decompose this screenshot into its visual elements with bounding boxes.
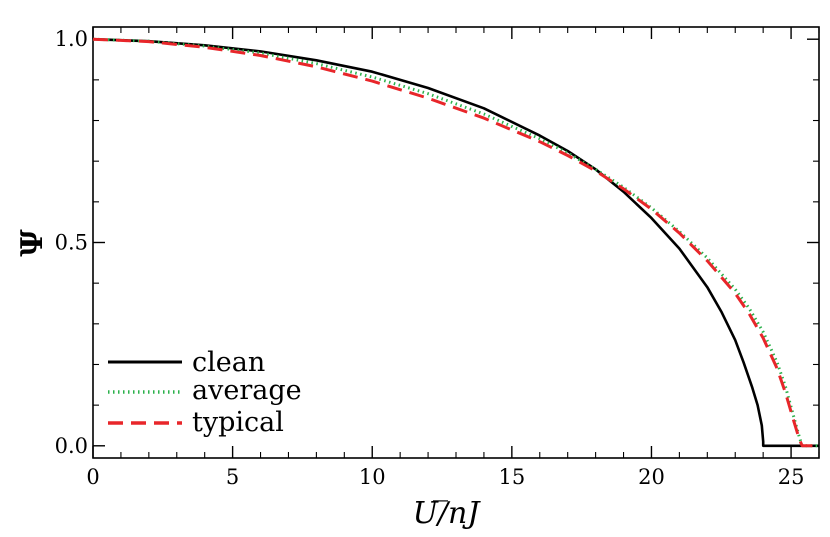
y-tick-label: 1.0 <box>55 27 88 51</box>
series-line-clean <box>92 37 819 448</box>
legend-label-typical: typical <box>192 407 284 438</box>
x-tick-label: 0 <box>86 465 99 489</box>
x-tick-label: 20 <box>638 465 665 489</box>
y-axis-label: Ψ <box>15 229 50 257</box>
x-axis-label: U/̅nJ <box>413 496 482 531</box>
legend-label-average: average <box>192 375 302 406</box>
x-tick-label: 5 <box>226 465 239 489</box>
y-tick-label: 0.5 <box>55 231 88 255</box>
x-tick-label: 25 <box>778 465 805 489</box>
series-line-average <box>92 37 819 448</box>
x-tick-label: 15 <box>498 465 525 489</box>
tick-labels: 0 5 10 15 20 25 0.0 0.5 1.0 <box>55 27 805 489</box>
x-tick-label: 10 <box>359 465 386 489</box>
legend: clean average typical <box>108 347 302 438</box>
series-line-typical <box>92 37 819 448</box>
legend-label-clean: clean <box>192 347 265 378</box>
y-tick-label: 0.0 <box>55 434 88 458</box>
series-lines <box>92 37 819 448</box>
